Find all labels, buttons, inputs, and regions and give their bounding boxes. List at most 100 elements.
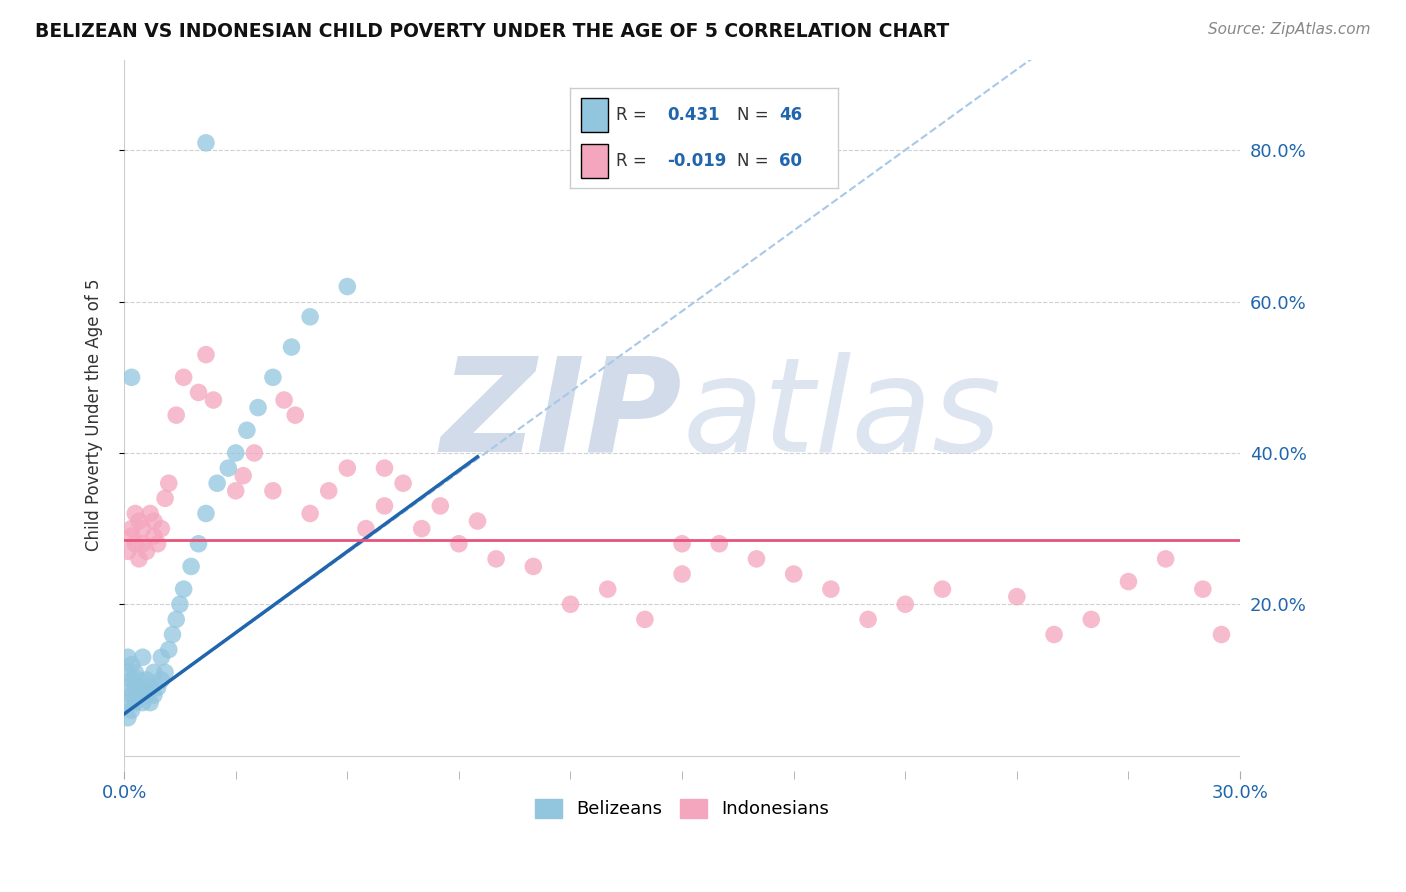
Point xyxy=(194,507,217,521)
Text: Source: ZipAtlas.com: Source: ZipAtlas.com xyxy=(1208,22,1371,37)
Point xyxy=(467,514,489,528)
Point xyxy=(153,491,176,506)
Point xyxy=(150,673,173,687)
Point xyxy=(117,544,139,558)
Point xyxy=(262,483,284,498)
Text: ZIP: ZIP xyxy=(440,351,682,479)
Text: atlas: atlas xyxy=(682,351,1001,479)
Point xyxy=(447,537,470,551)
Point xyxy=(217,461,239,475)
Y-axis label: Child Poverty Under the Age of 5: Child Poverty Under the Age of 5 xyxy=(86,279,103,551)
Point xyxy=(225,446,247,460)
Point xyxy=(354,522,377,536)
Point xyxy=(931,582,953,596)
Point xyxy=(671,567,693,582)
Point xyxy=(273,392,295,407)
Point xyxy=(121,522,143,536)
Point xyxy=(150,522,173,536)
Point xyxy=(820,582,842,596)
Point xyxy=(709,537,731,551)
Point xyxy=(894,597,917,611)
Point xyxy=(128,514,150,528)
Point xyxy=(128,673,150,687)
Point xyxy=(146,681,169,695)
Point xyxy=(856,612,879,626)
Point xyxy=(243,446,266,460)
Point xyxy=(157,476,180,491)
Point xyxy=(165,612,187,626)
Point xyxy=(173,370,195,384)
Point xyxy=(128,552,150,566)
Point xyxy=(128,688,150,702)
Point xyxy=(146,537,169,551)
Point xyxy=(117,665,139,680)
Point xyxy=(157,642,180,657)
Point xyxy=(336,461,359,475)
Point xyxy=(236,423,259,437)
Point xyxy=(121,703,143,717)
Point xyxy=(139,696,162,710)
Point xyxy=(142,688,165,702)
Point xyxy=(135,673,157,687)
Point xyxy=(121,370,143,384)
Point xyxy=(187,385,209,400)
Point xyxy=(121,529,143,543)
Point xyxy=(132,696,155,710)
Point xyxy=(117,711,139,725)
Point xyxy=(299,507,322,521)
Point xyxy=(132,522,155,536)
Point xyxy=(205,476,228,491)
Point xyxy=(1080,612,1102,626)
Point xyxy=(173,582,195,596)
Point xyxy=(124,665,146,680)
Point xyxy=(142,665,165,680)
Point xyxy=(373,499,395,513)
Point xyxy=(194,136,217,150)
Point xyxy=(121,657,143,672)
Point xyxy=(117,681,139,695)
Point xyxy=(1154,552,1177,566)
Point xyxy=(187,537,209,551)
Point xyxy=(124,537,146,551)
Point xyxy=(1005,590,1028,604)
Point xyxy=(139,507,162,521)
Point xyxy=(132,537,155,551)
Point xyxy=(392,476,415,491)
Point xyxy=(132,681,155,695)
Point xyxy=(336,279,359,293)
Point xyxy=(202,392,225,407)
Point xyxy=(284,408,307,422)
Point xyxy=(142,529,165,543)
Point xyxy=(142,514,165,528)
Point xyxy=(1043,627,1066,641)
Point xyxy=(124,681,146,695)
Point xyxy=(117,650,139,665)
Point xyxy=(280,340,302,354)
Point xyxy=(247,401,270,415)
Point xyxy=(135,544,157,558)
Point xyxy=(634,612,657,626)
Point xyxy=(153,665,176,680)
Point xyxy=(262,370,284,384)
Point xyxy=(121,673,143,687)
Point xyxy=(139,681,162,695)
Point xyxy=(1211,627,1233,641)
Point xyxy=(117,696,139,710)
Point xyxy=(560,597,582,611)
Point xyxy=(121,688,143,702)
Point xyxy=(411,522,433,536)
Point xyxy=(596,582,619,596)
Point xyxy=(135,688,157,702)
Point xyxy=(485,552,508,566)
Point xyxy=(745,552,768,566)
Point xyxy=(429,499,451,513)
Legend: Belizeans, Indonesians: Belizeans, Indonesians xyxy=(527,792,837,826)
Point xyxy=(132,650,155,665)
Text: BELIZEAN VS INDONESIAN CHILD POVERTY UNDER THE AGE OF 5 CORRELATION CHART: BELIZEAN VS INDONESIAN CHILD POVERTY UND… xyxy=(35,22,949,41)
Point xyxy=(671,537,693,551)
Point xyxy=(373,461,395,475)
Point xyxy=(318,483,340,498)
Point xyxy=(165,408,187,422)
Point xyxy=(169,597,191,611)
Point xyxy=(180,559,202,574)
